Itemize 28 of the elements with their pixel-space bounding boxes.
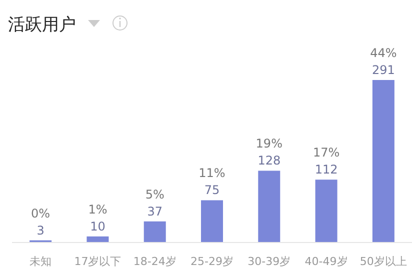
x-tick-label: 50岁以上 <box>360 255 407 268</box>
annotation: 11% <box>198 166 226 180</box>
bar <box>258 170 280 242</box>
bar <box>315 180 338 242</box>
annotation: 0% <box>31 206 50 220</box>
annotation: 19% <box>256 136 282 151</box>
x-tick-label: 17岁以下 <box>74 255 122 268</box>
bar <box>86 236 109 242</box>
x-tick-label: 30-39岁 <box>248 255 291 268</box>
annotation: 1% <box>88 202 108 216</box>
chart-title: 活跃用户 <box>8 15 76 35</box>
bar <box>372 80 394 242</box>
data-label: 75 <box>204 183 220 198</box>
data-label: 10 <box>90 219 106 234</box>
x-tick-label: 未知 <box>30 255 52 268</box>
data-label: 291 <box>372 63 395 77</box>
bar <box>144 221 166 242</box>
x-tick-label: 25-29岁 <box>190 255 234 268</box>
data-label: 37 <box>147 204 162 218</box>
data-label: 128 <box>258 154 281 168</box>
bar <box>201 200 223 242</box>
data-label: 112 <box>314 162 338 177</box>
annotation: 44% <box>370 46 397 60</box>
annotation: 17% <box>312 146 340 160</box>
x-tick-label: 40-49岁 <box>304 255 348 268</box>
annotation: 5% <box>145 187 164 202</box>
data-label: 3 <box>36 223 44 238</box>
x-tick-label: 18-24岁 <box>133 255 176 268</box>
